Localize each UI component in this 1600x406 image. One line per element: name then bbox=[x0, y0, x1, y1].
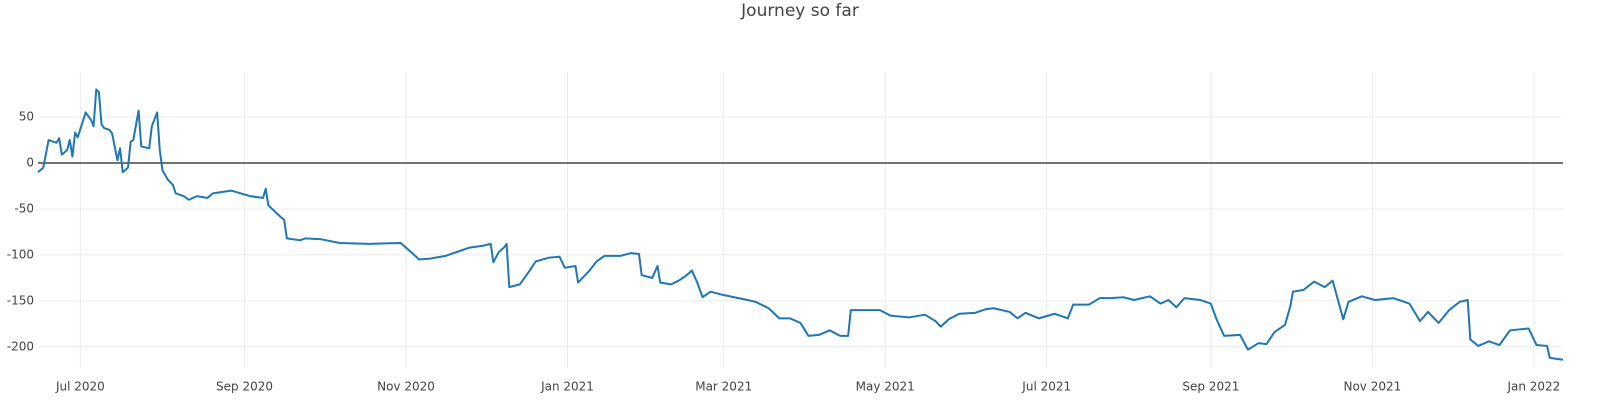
y-tick-label: -150 bbox=[7, 293, 34, 307]
x-tick-label: Nov 2020 bbox=[377, 380, 435, 394]
line-series bbox=[37, 88, 1564, 361]
chart-title: Journey so far bbox=[740, 1, 859, 21]
x-tick-label: Mar 2021 bbox=[695, 380, 752, 394]
x-tick-label: Jan 2022 bbox=[1506, 380, 1560, 394]
y-tick-label: -200 bbox=[7, 339, 34, 353]
y-tick-label: 0 bbox=[26, 156, 34, 170]
x-tick-label: Jul 2021 bbox=[1021, 380, 1071, 394]
x-tick-label: May 2021 bbox=[856, 380, 915, 394]
y-tick-label: -50 bbox=[14, 201, 34, 215]
x-tick-label: Sep 2021 bbox=[1182, 380, 1239, 394]
x-tick-label: Jan 2021 bbox=[540, 380, 594, 394]
x-tick-label: Nov 2021 bbox=[1343, 380, 1401, 394]
x-tick-label: Jul 2020 bbox=[55, 380, 105, 394]
y-tick-label: -100 bbox=[7, 247, 34, 261]
y-tick-label: 50 bbox=[19, 110, 34, 124]
x-tick-label: Sep 2020 bbox=[216, 380, 273, 394]
